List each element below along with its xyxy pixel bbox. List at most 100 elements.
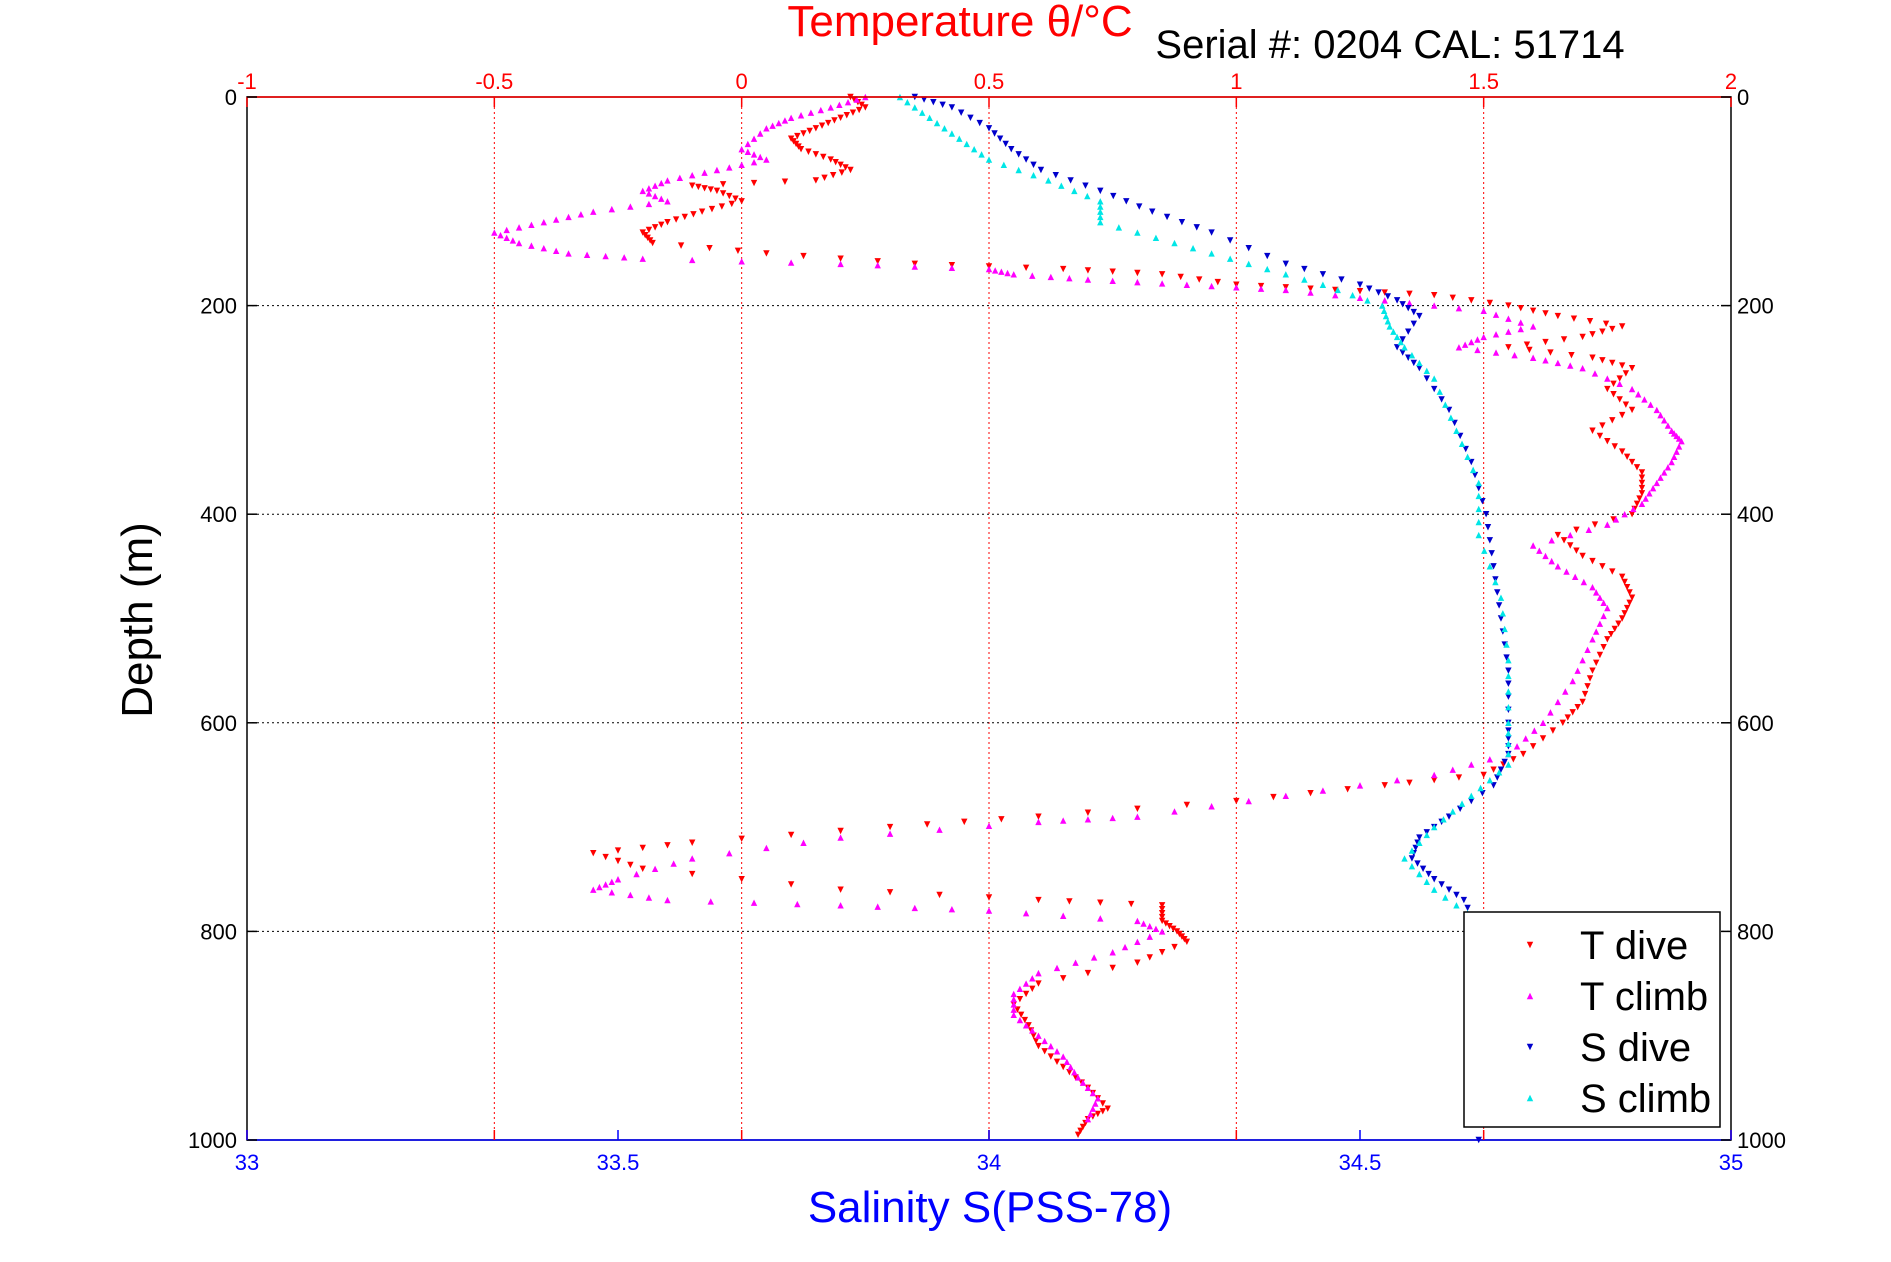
data-point xyxy=(651,224,659,231)
legend-box xyxy=(1463,911,1721,1128)
data-point xyxy=(1010,271,1017,278)
data-point xyxy=(1399,349,1406,356)
data-point xyxy=(738,145,745,153)
data-point xyxy=(1486,537,1494,544)
data-point xyxy=(645,894,653,901)
data-point xyxy=(1438,396,1445,403)
data-point xyxy=(1589,636,1596,643)
data-point xyxy=(797,112,805,119)
data-point xyxy=(1505,750,1512,758)
data-point xyxy=(1110,192,1117,200)
data-point xyxy=(1453,427,1460,434)
legend-marker xyxy=(1526,1094,1534,1102)
data-point xyxy=(1431,771,1438,779)
data-point xyxy=(1475,479,1482,487)
data-point xyxy=(728,200,735,208)
data-point xyxy=(1067,1063,1074,1071)
data-point xyxy=(1015,166,1022,174)
data-point xyxy=(1406,290,1413,298)
data-point xyxy=(1171,808,1178,815)
data-point xyxy=(1505,672,1512,680)
data-point xyxy=(1464,904,1471,912)
data-point xyxy=(1090,954,1098,961)
data-point xyxy=(1416,312,1423,320)
data-point xyxy=(1554,563,1562,570)
data-point xyxy=(1066,275,1073,282)
data-point xyxy=(706,245,713,252)
data-point xyxy=(1356,294,1364,301)
data-point xyxy=(672,216,680,223)
data-point xyxy=(658,179,665,187)
data-point xyxy=(1481,547,1488,554)
data-point xyxy=(807,109,815,116)
data-point xyxy=(1063,1058,1071,1065)
data-point xyxy=(1047,1053,1055,1060)
data-point xyxy=(1087,1110,1094,1118)
data-point xyxy=(639,255,646,262)
data-point xyxy=(1270,793,1277,801)
data-point xyxy=(1074,1074,1082,1081)
data-point xyxy=(930,99,937,106)
data-point xyxy=(1423,831,1430,839)
data-point xyxy=(689,256,696,264)
data-point xyxy=(1633,464,1641,471)
data-point xyxy=(1393,776,1401,784)
data-point xyxy=(744,140,752,148)
data-point xyxy=(627,203,634,210)
data-point xyxy=(1604,385,1611,393)
data-point xyxy=(1453,902,1460,909)
data-point xyxy=(1579,552,1586,560)
data-point xyxy=(701,169,708,176)
data-point xyxy=(948,906,956,913)
data-point xyxy=(1628,594,1636,601)
data-point xyxy=(1401,855,1408,862)
data-point xyxy=(718,203,726,210)
data-point xyxy=(1022,980,1030,987)
data-point xyxy=(843,112,850,119)
data-point xyxy=(1610,516,1617,523)
data-point xyxy=(757,153,764,161)
data-point xyxy=(1008,145,1015,153)
data-point xyxy=(1431,291,1438,299)
data-point xyxy=(961,818,968,826)
data-point xyxy=(1282,286,1289,294)
data-point xyxy=(1408,351,1416,359)
data-point xyxy=(1183,801,1191,809)
data-point xyxy=(991,267,999,274)
data-point xyxy=(849,109,857,116)
data-point xyxy=(1641,396,1648,403)
bottom-tick-label: 34 xyxy=(977,1150,1001,1175)
top-tick-label: -0.5 xyxy=(475,69,513,94)
data-point xyxy=(998,268,1005,275)
data-point xyxy=(1082,182,1089,189)
data-point xyxy=(744,148,752,155)
data-point xyxy=(1233,797,1240,805)
data-point xyxy=(1016,995,1024,1003)
data-point xyxy=(1618,411,1626,419)
data-point xyxy=(1604,604,1611,612)
data-point xyxy=(1451,419,1458,427)
data-point xyxy=(1474,336,1481,343)
data-point xyxy=(1607,630,1615,638)
data-point xyxy=(996,135,1004,142)
data-point xyxy=(1226,255,1234,262)
data-point xyxy=(1529,323,1537,330)
data-point xyxy=(1449,294,1456,301)
data-point xyxy=(1226,237,1234,244)
y-tick-label-left: 400 xyxy=(200,502,237,527)
data-point xyxy=(1025,1022,1032,1029)
data-point xyxy=(1628,406,1636,414)
data-point xyxy=(627,861,634,869)
data-point xyxy=(726,164,733,171)
data-point xyxy=(1060,817,1067,824)
data-point xyxy=(855,106,863,114)
data-point xyxy=(509,237,517,244)
data-point xyxy=(1505,735,1512,742)
data-point xyxy=(1494,589,1501,596)
data-point xyxy=(1163,213,1171,221)
data-point xyxy=(1589,584,1596,591)
data-point xyxy=(1574,703,1581,711)
data-point xyxy=(963,140,970,148)
data-point xyxy=(1307,285,1314,292)
data-point xyxy=(1015,151,1022,158)
